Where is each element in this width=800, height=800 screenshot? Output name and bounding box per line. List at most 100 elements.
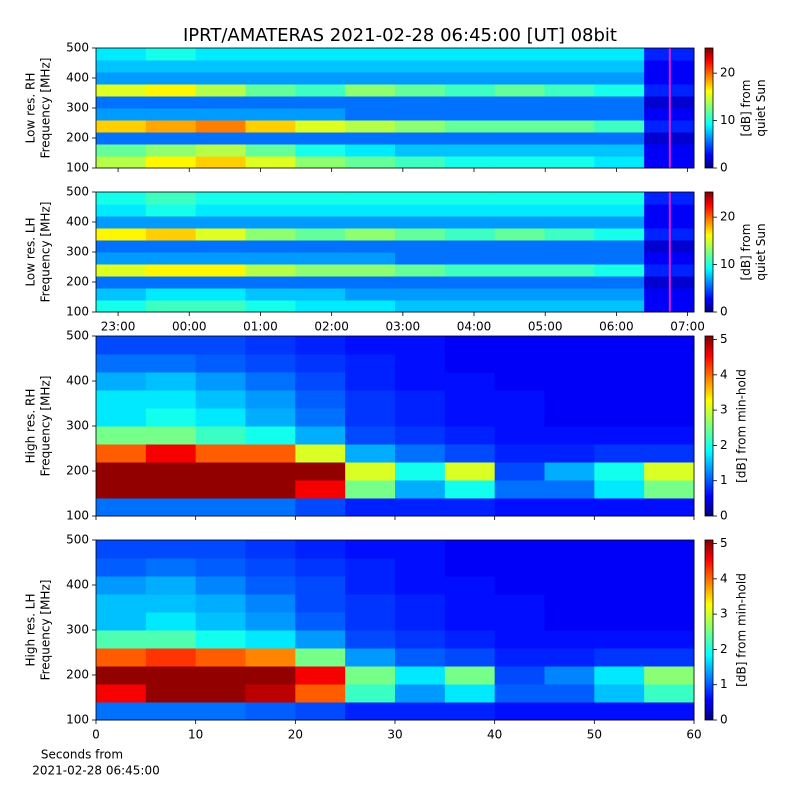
heatmap-cell — [594, 498, 645, 517]
colorbar-tick-label: 3 — [720, 607, 728, 621]
heatmap-cell — [295, 300, 346, 313]
heatmap-cell — [195, 108, 246, 121]
heatmap-cell — [245, 576, 296, 595]
heatmap-cell — [444, 216, 496, 229]
heatmap-cell — [444, 558, 496, 577]
heatmap-cell — [345, 702, 396, 721]
colorbar-tick-label: 0 — [720, 509, 728, 523]
colorbar-label: [dB] from — [739, 224, 753, 281]
heatmap-cell — [195, 462, 246, 481]
heatmap-cell — [594, 264, 645, 277]
heatmap-cell — [494, 594, 545, 613]
colorbar-tick-label: 5 — [720, 536, 728, 550]
x-tick-label: 04:00 — [457, 320, 492, 334]
heatmap-cell — [245, 84, 296, 97]
heatmap-cell — [494, 252, 545, 265]
heatmap-cell — [195, 630, 246, 649]
heatmap-cell — [444, 480, 496, 499]
heatmap-cell — [544, 558, 595, 577]
heatmap-cell — [395, 480, 446, 499]
heatmap-cell — [594, 648, 645, 667]
heatmap-cell — [544, 60, 595, 73]
heatmap-cell — [395, 558, 446, 577]
heatmap-cell — [644, 426, 695, 445]
heatmap-cell — [245, 426, 296, 445]
heatmap-cell — [544, 336, 595, 355]
colorbar-label: [dB] from — [739, 80, 753, 137]
heatmap-cell — [494, 612, 545, 631]
heatmap-cell — [245, 264, 296, 277]
heatmap-cell — [444, 648, 496, 667]
heatmap-cell — [544, 156, 595, 169]
y-tick-label: 100 — [66, 161, 89, 175]
heatmap-cell — [245, 192, 296, 205]
heatmap-cell — [145, 390, 197, 409]
heatmap-cell — [594, 372, 645, 391]
heatmap-cell — [395, 60, 446, 73]
figure-title: IPRT/AMATERAS 2021-02-28 06:45:00 [UT] 0… — [183, 25, 617, 46]
heatmap-cell — [395, 648, 446, 667]
heatmap-cell — [644, 594, 695, 613]
heatmap-cell — [295, 144, 346, 157]
x-tick-label: 50 — [587, 728, 602, 742]
heatmap-cell — [395, 276, 446, 289]
heatmap-cell — [96, 84, 147, 97]
heatmap-cell — [594, 594, 645, 613]
heatmap-cell — [245, 300, 296, 313]
heatmap-cell — [295, 540, 346, 559]
heatmap-cell — [644, 702, 695, 721]
colorbar-tick-label: 4 — [720, 571, 728, 585]
heatmap-cell — [644, 558, 695, 577]
heatmap-cell — [444, 576, 496, 595]
colorbar-tick-label: 1 — [720, 473, 728, 487]
heatmap-cell — [295, 444, 346, 463]
heatmap-cell — [195, 426, 246, 445]
heatmap-cell — [494, 336, 545, 355]
heatmap-cell — [145, 372, 197, 391]
heatmap-cell — [195, 300, 246, 313]
heatmap-cell — [245, 444, 296, 463]
heatmap-cell — [295, 120, 346, 133]
heatmap-cell — [345, 300, 396, 313]
heatmap-cell — [444, 540, 496, 559]
heatmap-cell — [444, 108, 496, 121]
heatmap-cell — [544, 120, 595, 133]
heatmap-cell — [544, 132, 595, 145]
heatmap-cell — [544, 426, 595, 445]
heatmap-cell — [245, 228, 296, 241]
x-tick-label: 10 — [188, 728, 203, 742]
heatmap-cell — [295, 60, 346, 73]
heatmap-cell — [594, 702, 645, 721]
heatmap-cell — [195, 72, 246, 85]
heatmap-cell — [494, 540, 545, 559]
colorbar-label: [dB] from min-hold — [735, 369, 749, 483]
heatmap-cell — [444, 288, 496, 301]
heatmap-cell — [395, 300, 446, 313]
heatmap-cell — [195, 612, 246, 631]
heatmap-cell — [195, 498, 246, 517]
x-axis-label: 2021-02-28 06:45:00 — [32, 764, 159, 778]
heatmap-cell — [444, 84, 496, 97]
heatmap-cell — [145, 612, 197, 631]
heatmap-cell — [295, 252, 346, 265]
heatmap-cell — [295, 408, 346, 427]
heatmap-cell — [245, 408, 296, 427]
heatmap-cell — [295, 576, 346, 595]
heatmap-cell — [96, 288, 147, 301]
heatmap-cell — [494, 192, 545, 205]
heatmap-cell — [494, 426, 545, 445]
colorbar-tick-label: 20 — [720, 66, 735, 80]
heatmap-cell — [494, 408, 545, 427]
heatmap-cell — [245, 60, 296, 73]
heatmap-cell — [345, 462, 396, 481]
heatmap-cell — [245, 648, 296, 667]
heatmap-cell — [444, 462, 496, 481]
heatmap-cell — [96, 108, 147, 121]
heatmap-cell — [395, 426, 446, 445]
heatmap-cell — [245, 390, 296, 409]
heatmap-cell — [444, 612, 496, 631]
heatmap-cell — [494, 462, 545, 481]
heatmap-cell — [295, 648, 346, 667]
heatmap-cell — [345, 390, 396, 409]
heatmap-cell — [245, 594, 296, 613]
